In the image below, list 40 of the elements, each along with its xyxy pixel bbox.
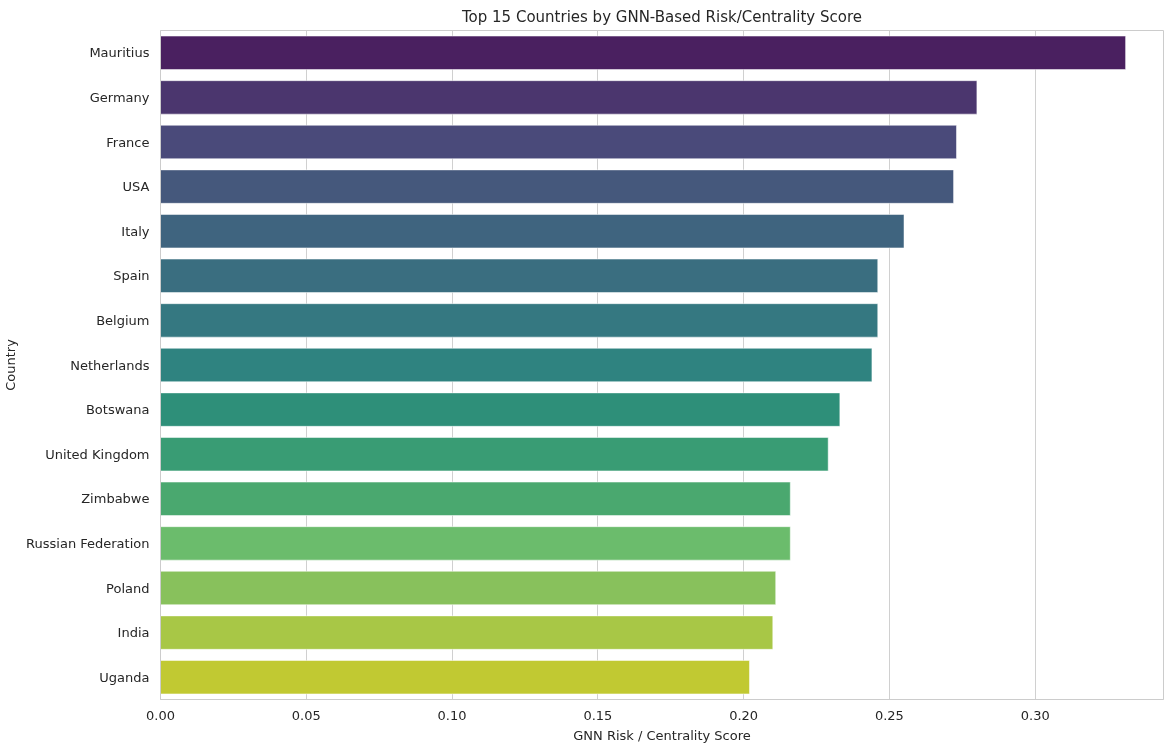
bar	[160, 348, 873, 382]
bar	[160, 437, 829, 472]
x-tick-label: 0.20	[729, 707, 759, 723]
y-tick-label: Botswana	[85, 402, 150, 418]
bar	[160, 80, 978, 115]
y-tick-label: Russian Federation	[26, 535, 150, 551]
y-tick-label: Belgium	[96, 312, 150, 328]
bar	[160, 125, 957, 159]
bar	[160, 169, 954, 204]
chart-title: Top 15 Countries by GNN-Based Risk/Centrality Score	[460, 7, 863, 26]
y-axis-title: Country	[3, 338, 19, 391]
x-axis-title: GNN Risk / Centrality Score	[573, 727, 751, 743]
y-tick-label: France	[106, 134, 150, 150]
y-tick-label: Italy	[121, 223, 150, 239]
bar	[160, 526, 791, 561]
x-tick-label: 0.30	[1020, 707, 1050, 723]
y-tick-label: United Kingdom	[45, 446, 150, 462]
y-tick-label: Mauritius	[89, 45, 150, 61]
y-tick-label: Germany	[89, 89, 150, 105]
bar	[160, 214, 905, 249]
bar	[160, 615, 774, 650]
y-tick-label: Netherlands	[70, 357, 150, 373]
x-tick-label: 0.25	[874, 707, 904, 723]
y-tick-label: USA	[122, 179, 150, 195]
bar	[160, 481, 791, 516]
bar	[160, 660, 750, 695]
bar	[160, 571, 776, 605]
y-tick-label: India	[117, 625, 150, 641]
bar	[160, 303, 879, 338]
y-tick-label: Spain	[113, 268, 150, 284]
y-tick-label: Uganda	[99, 669, 150, 685]
y-tick-label: Zimbabwe	[81, 491, 150, 507]
bar	[160, 392, 841, 427]
bar	[160, 35, 1126, 70]
x-tick-label: 0.15	[583, 707, 613, 723]
x-tick-label: 0.10	[437, 707, 467, 723]
bar	[160, 258, 879, 293]
x-tick-label: 0.00	[146, 707, 175, 723]
y-tick-label: Poland	[106, 580, 150, 596]
x-tick-label: 0.05	[291, 707, 321, 723]
